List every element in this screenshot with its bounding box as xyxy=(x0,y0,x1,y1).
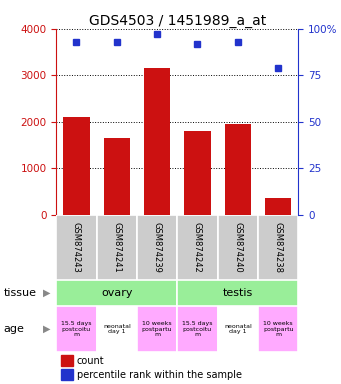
Text: GSM874240: GSM874240 xyxy=(233,222,242,273)
Text: ▶: ▶ xyxy=(43,324,50,334)
Text: percentile rank within the sample: percentile rank within the sample xyxy=(77,370,242,380)
Text: count: count xyxy=(77,356,104,366)
Bar xyxy=(258,306,298,353)
Text: 10 weeks
postpartu
m: 10 weeks postpartu m xyxy=(142,321,173,338)
Bar xyxy=(104,138,130,215)
Text: GSM874241: GSM874241 xyxy=(112,222,121,273)
Bar xyxy=(144,68,170,215)
Text: 15.5 days
postcoitu
m: 15.5 days postcoitu m xyxy=(182,321,213,338)
Bar xyxy=(61,355,73,366)
Bar xyxy=(56,215,97,280)
Text: ▶: ▶ xyxy=(43,288,50,298)
Bar xyxy=(177,306,218,353)
Bar xyxy=(56,306,97,353)
Bar xyxy=(218,215,258,280)
Text: GSM874242: GSM874242 xyxy=(193,222,202,273)
Bar xyxy=(137,306,177,353)
Text: 10 weeks
postpartu
m: 10 weeks postpartu m xyxy=(263,321,294,338)
Text: GSM874243: GSM874243 xyxy=(72,222,81,273)
Bar xyxy=(177,215,218,280)
Text: neonatal
day 1: neonatal day 1 xyxy=(103,324,131,334)
Text: GSM874239: GSM874239 xyxy=(153,222,162,273)
Bar xyxy=(61,369,73,380)
Bar xyxy=(184,131,211,215)
Text: neonatal
day 1: neonatal day 1 xyxy=(224,324,252,334)
Bar xyxy=(63,117,90,215)
Bar xyxy=(218,306,258,353)
Bar xyxy=(265,199,291,215)
Text: ovary: ovary xyxy=(101,288,133,298)
Text: age: age xyxy=(3,324,24,334)
Text: tissue: tissue xyxy=(3,288,36,298)
Bar xyxy=(258,215,298,280)
Bar xyxy=(137,215,177,280)
Text: GSM874238: GSM874238 xyxy=(274,222,283,273)
Text: testis: testis xyxy=(223,288,253,298)
Bar xyxy=(225,124,251,215)
Text: 15.5 days
postcoitu
m: 15.5 days postcoitu m xyxy=(61,321,92,338)
Bar xyxy=(56,280,177,306)
Title: GDS4503 / 1451989_a_at: GDS4503 / 1451989_a_at xyxy=(89,14,266,28)
Bar xyxy=(97,306,137,353)
Bar xyxy=(177,280,298,306)
Bar xyxy=(97,215,137,280)
